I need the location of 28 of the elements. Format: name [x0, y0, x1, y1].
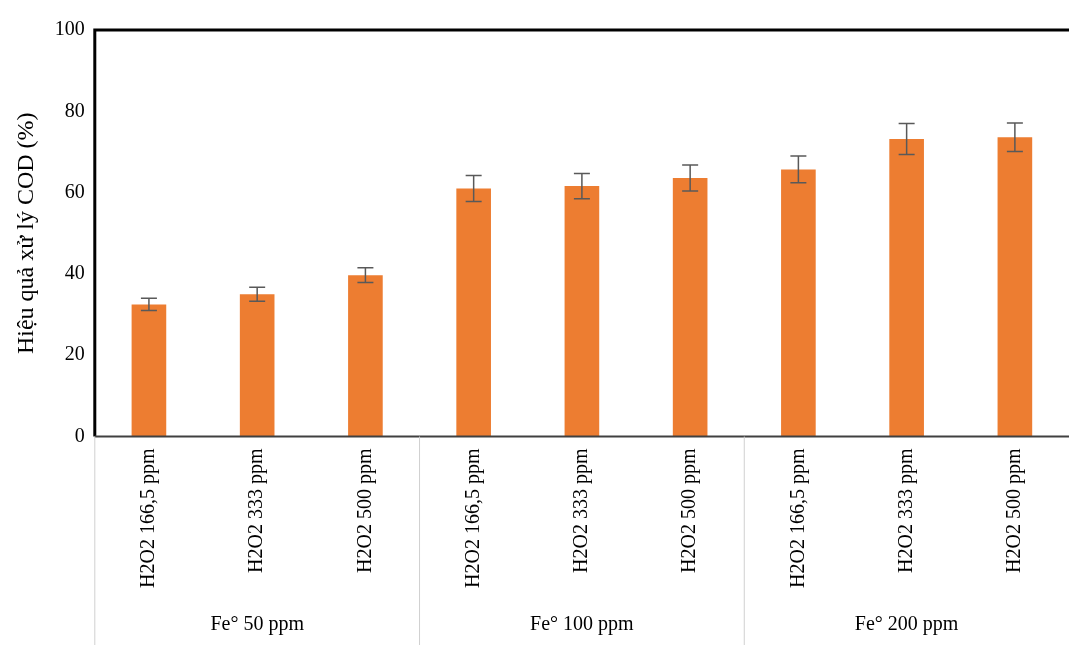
text: Fe° 100 ppm [530, 612, 635, 636]
x-tick-label: H2O2 333 ppm [569, 448, 593, 574]
bar [672, 177, 708, 437]
x-tick-label: H2O2 333 ppm [244, 448, 268, 574]
bar [456, 188, 491, 437]
text: Fe° 200 ppm [854, 612, 959, 636]
x-tick-label: H2O2 166,5 ppm [136, 448, 160, 589]
x-tick-label: H2O2 166,5 ppm [460, 448, 484, 589]
y-tick-label: 80 [64, 98, 85, 121]
bar [564, 186, 600, 437]
bar [997, 137, 1033, 437]
x-tick-label: H2O2 166,5 ppm [785, 448, 809, 589]
y-tick-label: 100 [54, 17, 85, 40]
bar [781, 169, 816, 437]
x-tick-label: H2O2 333 ppm [893, 448, 917, 574]
y-tick-label: 60 [64, 179, 85, 202]
x-tick-label: H2O2 500 ppm [1002, 448, 1026, 574]
x-tick-label: H2O2 500 ppm [352, 448, 376, 574]
x-tick-label: H2O2 500 ppm [677, 448, 701, 574]
bar [889, 138, 924, 437]
bar [239, 294, 275, 437]
text: Fe° 50 ppm [210, 612, 305, 636]
bar [131, 304, 167, 437]
y-tick-label: 0 [74, 423, 85, 446]
y-tick-label: 40 [64, 261, 85, 284]
bar [348, 275, 383, 437]
y-tick-label: 20 [64, 342, 85, 365]
y-axis-title: Hiệu quả xử lý COD (%) [11, 112, 38, 355]
